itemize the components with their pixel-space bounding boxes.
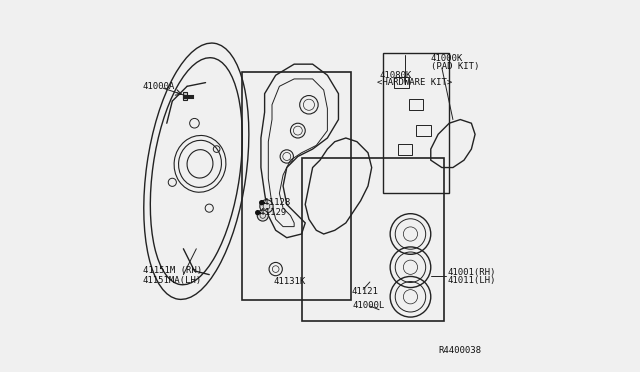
Text: ●41129: ●41129 xyxy=(255,207,287,217)
Text: 41001(RH): 41001(RH) xyxy=(447,268,496,277)
Text: 41121: 41121 xyxy=(351,287,378,296)
Text: <HARDWARE KIT>: <HARDWARE KIT> xyxy=(377,78,452,87)
Text: 41011(LH): 41011(LH) xyxy=(447,276,496,285)
Bar xyxy=(243,71,351,301)
Bar xyxy=(394,77,408,88)
Circle shape xyxy=(257,210,268,221)
Bar xyxy=(408,99,424,110)
FancyBboxPatch shape xyxy=(182,92,187,100)
Circle shape xyxy=(260,200,273,213)
Text: (PAD KIT): (PAD KIT) xyxy=(431,61,479,71)
Text: 41000K: 41000K xyxy=(431,54,463,63)
Bar xyxy=(383,53,449,193)
Text: 41151MA(LH): 41151MA(LH) xyxy=(143,276,202,285)
Text: R4400038: R4400038 xyxy=(439,346,482,355)
Text: ●41128: ●41128 xyxy=(259,198,291,207)
Text: 41131K: 41131K xyxy=(274,278,306,286)
Text: 41000A: 41000A xyxy=(143,82,175,91)
Text: 41151M (RH): 41151M (RH) xyxy=(143,266,202,275)
Bar xyxy=(301,158,444,321)
Bar xyxy=(416,125,431,136)
Text: 41080K: 41080K xyxy=(379,71,412,80)
Bar xyxy=(397,144,412,155)
Text: 41000L: 41000L xyxy=(353,301,385,311)
